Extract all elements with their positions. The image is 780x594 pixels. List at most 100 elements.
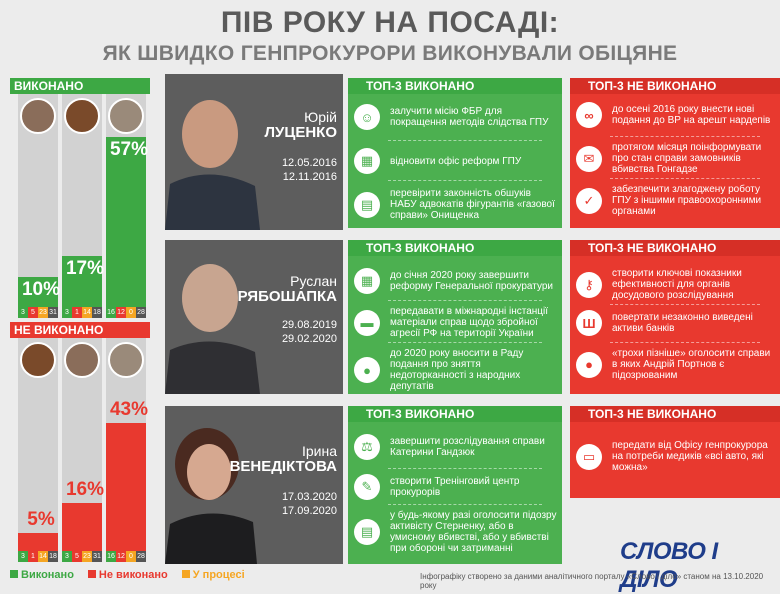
gavel-icon: ⚖ — [354, 434, 380, 460]
count: 1 — [72, 307, 82, 318]
count: 0 — [126, 551, 136, 562]
list-item: ⚖ завершити розслідування справи Катерини… — [354, 434, 558, 460]
legend-notdone: Не виконано — [87, 569, 168, 581]
count: 18 — [48, 551, 58, 562]
notdone-bar-2 — [62, 503, 102, 551]
notdone-chart: 5% 3 1 14 18 16% 3 5 23 31 43% 16 12 0 2… — [10, 338, 150, 562]
list-item: ▤ перевірити законність обшуків НАБУ адво… — [354, 188, 558, 221]
done-label: ВИКОНАНО — [10, 78, 150, 94]
building-icon: ▦ — [354, 148, 380, 174]
document-icon: ▤ — [354, 191, 380, 218]
count: 31 — [92, 551, 102, 562]
person-icon: ● — [354, 357, 380, 383]
person-dates: 17.03.2020 17.09.2020 — [281, 491, 337, 517]
done-chart: 10% 3 5 23 31 17% 3 1 14 18 57% 16 12 0 … — [10, 94, 150, 318]
done-bar-3 — [106, 137, 146, 307]
count: 3 — [62, 551, 72, 562]
person-silhouette-icon — [165, 100, 260, 230]
notdone-pct-2: 16% — [65, 479, 105, 501]
count: 1 — [28, 551, 38, 562]
done-bar-2 — [62, 256, 102, 307]
done-bar-1 — [18, 277, 58, 307]
person-silhouette-icon — [165, 428, 257, 564]
list-item: ▦ відновити офіс реформ ГПУ — [354, 148, 558, 174]
panel-done-3: ТОП-3 ВИКОНАНО ⚖ завершити розслідування … — [348, 406, 562, 564]
done-counts-2: 3 1 14 18 — [62, 307, 102, 318]
count: 5 — [72, 551, 82, 562]
panel-notdone-2: ТОП-3 НЕ ВИКОНАНО ⚷ створити ключові пока… — [570, 240, 780, 394]
count: 16 — [106, 551, 116, 562]
panel-notdone-1: ТОП-3 НЕ ВИКОНАНО ∞ до осені 2016 року вн… — [570, 78, 780, 228]
done-col-3: 57% 16 12 0 28 — [106, 94, 148, 318]
panel-done-1: ТОП-3 ВИКОНАНО ☺ залучити місію ФБР для п… — [348, 78, 562, 228]
done-pct-1: 10% — [21, 279, 61, 301]
chat-icon: ✉ — [576, 145, 602, 172]
list-item: ∞ до осені 2016 року внести нові подання … — [576, 102, 776, 128]
notdone-col-2: 16% 3 5 23 31 — [62, 338, 104, 562]
list-item: ☺ залучити місію ФБР для покращення метод… — [354, 104, 558, 130]
people-icon: ☺ — [354, 104, 380, 130]
count: 5 — [28, 307, 38, 318]
list-item: ▬ передавати в міжнародні інстанції матер… — [354, 306, 558, 339]
done-col-1: 10% 3 5 23 31 — [18, 94, 60, 318]
list-item: ● «трохи пізніше» оголосити справи в яких… — [576, 348, 776, 381]
avatar — [64, 342, 100, 378]
page-title: ПІВ РОКУ НА ПОСАДІ: — [220, 6, 560, 39]
notdone-pct-3: 43% — [109, 398, 149, 420]
car-icon: ▭ — [576, 443, 602, 470]
count: 14 — [82, 307, 92, 318]
count: 28 — [136, 307, 146, 318]
panel-title: ТОП-3 ВИКОНАНО — [348, 78, 562, 94]
list-item: ● до 2020 року вносити в Раду подання про… — [354, 348, 558, 392]
bank-icon: Ш — [576, 310, 602, 336]
avatar — [108, 98, 144, 134]
legend-process: У процесі — [181, 569, 245, 581]
page-subtitle: ЯК ШВИДКО ГЕНПРОКУРОРИ ВИКОНУВАЛИ ОБІЦЯН… — [102, 42, 678, 65]
count: 3 — [18, 307, 28, 318]
notdone-counts-1: 3 1 14 18 — [18, 551, 58, 562]
list-item: ✎ створити Тренінговий центр прокурорів — [354, 474, 558, 500]
count: 31 — [48, 307, 58, 318]
count: 16 — [106, 307, 116, 318]
person-dates: 12.05.2016 12.11.2016 — [281, 157, 337, 183]
list-item: ▦ до січня 2020 року завершити реформу Ге… — [354, 268, 558, 294]
avatar — [20, 98, 56, 134]
notdone-counts-2: 3 5 23 31 — [62, 551, 102, 562]
notdone-col-1: 5% 3 1 14 18 — [18, 338, 58, 562]
count: 12 — [116, 307, 126, 318]
notdone-pct-1: 5% — [27, 509, 55, 530]
list-item: ▤ у будь-якому разі оголосити підозру акт… — [354, 510, 558, 554]
avatar — [20, 342, 56, 378]
handcuffs-icon: ∞ — [576, 102, 602, 128]
list-item: ▭ передати від Офісу генпрокурора на потр… — [576, 440, 776, 473]
person-dates: 29.08.2019 29.02.2020 — [281, 319, 337, 345]
avatar — [64, 98, 100, 134]
done-counts-3: 16 12 0 28 — [106, 307, 146, 318]
document-icon: ▤ — [354, 519, 380, 545]
person-name: Руслан РЯБОШАПКА — [237, 273, 337, 305]
panel-notdone-3: ТОП-3 НЕ ВИКОНАНО ▭ передати від Офісу ге… — [570, 406, 780, 498]
panel-title: ТОП-3 НЕ ВИКОНАНО — [570, 406, 780, 422]
done-pct-2: 17% — [65, 258, 105, 280]
portrait-lutsenko: Юрій ЛУЦЕНКО 12.05.2016 12.11.2016 — [165, 74, 343, 230]
person-silhouette-icon — [165, 264, 260, 394]
count: 23 — [82, 551, 92, 562]
avatar — [108, 342, 144, 378]
tank-icon: ▬ — [354, 309, 380, 336]
panel-title: ТОП-3 ВИКОНАНО — [348, 406, 562, 422]
list-item: ⚷ створити ключові показники ефективності… — [576, 268, 776, 301]
key-icon: ⚷ — [576, 271, 602, 298]
panel-title: ТОП-3 НЕ ВИКОНАНО — [570, 240, 780, 256]
count: 23 — [38, 307, 48, 318]
credit: Інфографіку створено за даними аналітичн… — [420, 572, 764, 590]
legend: Виконано Не виконано У процесі — [10, 569, 245, 581]
portrait-venediktova: Ірина ВЕНЕДІКТОВА 17.03.2020 17.09.2020 — [165, 406, 343, 564]
legend-done: Виконано — [10, 569, 74, 581]
count: 12 — [116, 551, 126, 562]
count: 18 — [92, 307, 102, 318]
count: 28 — [136, 551, 146, 562]
notdone-bar-1 — [18, 533, 58, 551]
count: 3 — [62, 307, 72, 318]
count: 0 — [126, 307, 136, 318]
